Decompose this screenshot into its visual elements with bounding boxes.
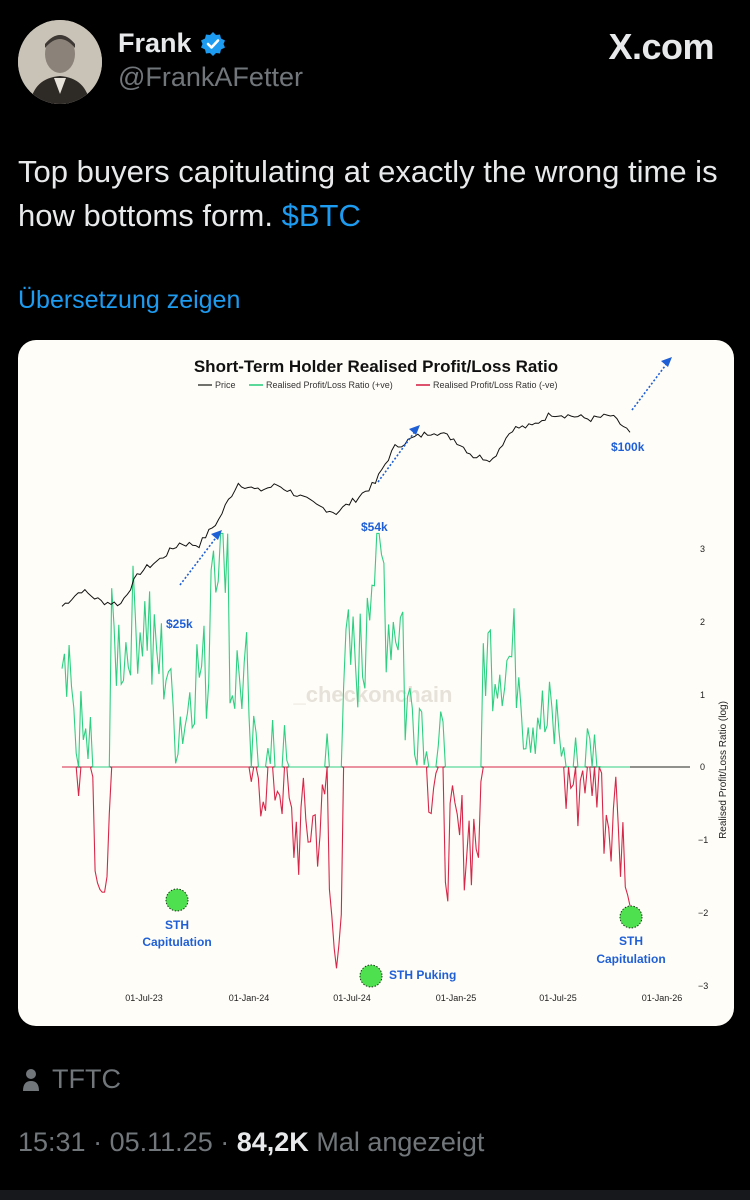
ratio-negative-line [62, 766, 631, 969]
cashtag-link[interactable]: $BTC [281, 198, 361, 233]
capitulation-label-3-line2: Capitulation [596, 952, 665, 966]
capitulation-markers [165, 888, 643, 988]
y-tick-m3: −3 [698, 981, 708, 991]
arrowhead-2 [409, 425, 420, 435]
chart-svg: Short-Term Holder Realised Profit/Loss R… [61, 357, 729, 1003]
post-date[interactable]: 05.11.25 [109, 1127, 213, 1157]
chart-image[interactable]: Short-Term Holder Realised Profit/Loss R… [18, 340, 734, 1026]
x-tick-jul23: 01-Jul-23 [125, 993, 163, 1003]
y-tick-0: 0 [700, 762, 705, 772]
person-icon [23, 1068, 39, 1091]
post-meta: 15:31 · 05.11.25 · 84,2K Mal angezeigt [18, 1127, 484, 1158]
trend-arrow-2 [377, 429, 417, 483]
source-row[interactable]: TFTC [20, 1064, 121, 1095]
y-axis-label: Realised Profit/Loss Ratio (log) [718, 701, 729, 839]
trend-arrow-3 [631, 361, 669, 411]
capitulation-marker-1 [165, 888, 189, 912]
trend-arrow-1 [179, 534, 219, 586]
annotation-100k: $100k [611, 440, 645, 454]
y-tick-1: 1 [700, 690, 705, 700]
meta-separator-2: · [220, 1127, 230, 1157]
verified-badge-icon [200, 31, 225, 56]
x-tick-jan26: 01-Jan-26 [642, 993, 683, 1003]
trend-arrowheads [211, 357, 672, 540]
legend-positive-label: Realised Profit/Loss Ratio (+ve) [266, 380, 393, 390]
chart-legend: Price Realised Profit/Loss Ratio (+ve) R… [198, 380, 558, 390]
post-body: Top buyers capitulating at exactly the w… [18, 154, 718, 233]
views-label: Mal angezeigt [316, 1127, 485, 1157]
author-handle[interactable]: @FrankAFetter [118, 62, 303, 92]
trend-arrows [179, 361, 669, 586]
avatar[interactable] [18, 20, 102, 104]
y-tick-m2: −2 [698, 908, 708, 918]
meta-separator-1: · [93, 1127, 103, 1157]
arrowhead-1 [211, 530, 222, 540]
author-name-row: Frank [118, 28, 226, 59]
capitulation-label-3-line1: STH [619, 934, 643, 948]
price-annotations: $25k $54k $100k [166, 440, 645, 631]
post-time[interactable]: 15:31 [18, 1127, 86, 1157]
price-series [61, 412, 631, 607]
translate-link[interactable]: Übersetzung zeigen [18, 286, 241, 314]
capitulation-label-2: STH Puking [389, 968, 456, 982]
source-label[interactable]: TFTC [52, 1064, 121, 1094]
y-tick-3: 3 [700, 544, 705, 554]
views-count: 84,2K [236, 1127, 309, 1157]
post-text: Top buyers capitulating at exactly the w… [18, 150, 738, 238]
annotation-54k: $54k [361, 520, 388, 534]
legend-price-label: Price [215, 380, 236, 390]
y-axis: 3 2 1 0 −1 −2 −3 Realised Profit/Loss Ra… [698, 544, 729, 991]
capitulation-labels: STH Capitulation STH Puking STH Capitula… [142, 918, 665, 982]
brand-logo[interactable]: X.com [608, 26, 714, 67]
author-name[interactable]: Frank [118, 28, 192, 58]
annotation-25k: $25k [166, 617, 193, 631]
y-tick-2: 2 [700, 617, 705, 627]
x-tick-jul25: 01-Jul-25 [539, 993, 577, 1003]
x-axis: 01-Jul-23 01-Jan-24 01-Jul-24 01-Jan-25 … [125, 993, 682, 1003]
x-tick-jan25: 01-Jan-25 [436, 993, 477, 1003]
price-line [61, 412, 631, 607]
avatar-portrait-icon [18, 20, 102, 104]
chart-title: Short-Term Holder Realised Profit/Loss R… [194, 357, 558, 376]
x-tick-jan24: 01-Jan-24 [229, 993, 270, 1003]
arrowhead-3 [661, 357, 672, 367]
capitulation-label-1-line1: STH [165, 918, 189, 932]
capitulation-marker-2 [359, 964, 383, 988]
y-tick-m1: −1 [698, 835, 708, 845]
bottom-divider [0, 1190, 750, 1200]
x-tick-jul24: 01-Jul-24 [333, 993, 371, 1003]
capitulation-marker-3 [619, 905, 643, 929]
chart-watermark: _checkonchain [293, 682, 453, 707]
legend-negative-label: Realised Profit/Loss Ratio (-ve) [433, 380, 558, 390]
ratio-positive-line [61, 532, 630, 768]
ratio-series [61, 532, 631, 969]
capitulation-label-1-line2: Capitulation [142, 935, 211, 949]
